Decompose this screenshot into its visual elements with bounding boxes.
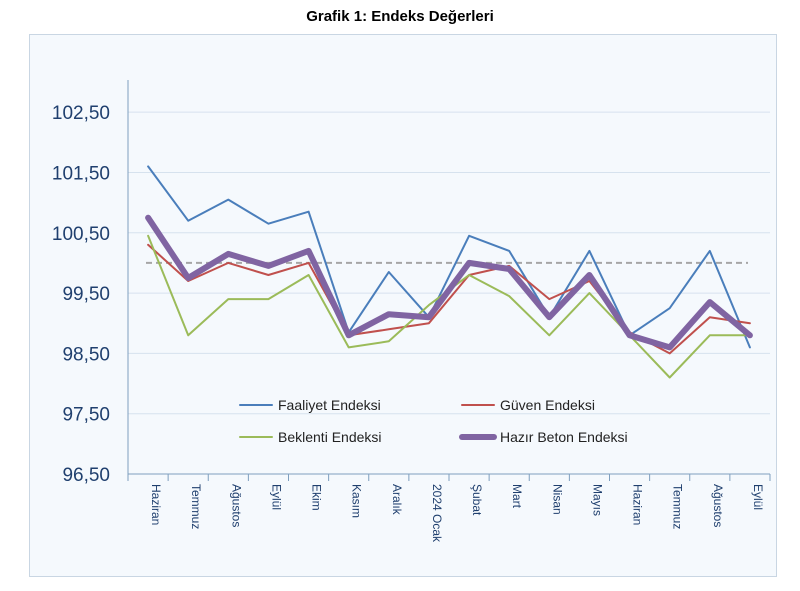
- series-line-0: [147, 165, 751, 349]
- x-tick-label: Mart: [510, 484, 524, 509]
- legend-label: Beklenti Endeksi: [278, 429, 382, 445]
- x-tick-label: Ekim: [310, 484, 324, 511]
- x-tick-label: Ağustos: [711, 484, 725, 527]
- x-tick-label: Temmuz: [189, 484, 203, 529]
- x-tick-label: Eylül: [269, 484, 283, 510]
- x-tick-label: Haziran: [149, 484, 163, 525]
- legend-label: Faaliyet Endeksi: [278, 397, 381, 413]
- chart-title: Grafik 1: Endeks Değerleri: [306, 8, 494, 25]
- y-tick-label: 101,50: [52, 163, 110, 184]
- legend-label: Hazır Beton Endeksi: [500, 429, 628, 445]
- x-tick-label: Temmuz: [671, 484, 685, 529]
- x-tick-label: Aralık: [390, 484, 404, 516]
- y-tick-label: 97,50: [62, 405, 110, 426]
- x-tick-label: Kasım: [350, 484, 364, 518]
- x-tick-label: Nisan: [550, 484, 564, 515]
- x-tick-label: 2024 Ocak: [430, 484, 444, 543]
- y-tick-label: 102,50: [52, 103, 110, 124]
- y-tick-label: 98,50: [62, 344, 110, 365]
- x-tick-label: Ağustos: [229, 484, 243, 527]
- y-tick-label: 96,50: [62, 465, 110, 486]
- chart-frame: [29, 34, 777, 577]
- legend-label: Güven Endeksi: [500, 397, 595, 413]
- y-tick-label: 100,50: [52, 224, 110, 245]
- x-tick-label: Şubat: [470, 484, 484, 516]
- x-tick-label: Mayıs: [590, 484, 604, 516]
- x-tick-label: Eylül: [751, 484, 765, 510]
- x-tick-label: Haziran: [631, 484, 645, 525]
- series-line-3: [145, 214, 753, 351]
- y-tick-label: 99,50: [62, 284, 110, 305]
